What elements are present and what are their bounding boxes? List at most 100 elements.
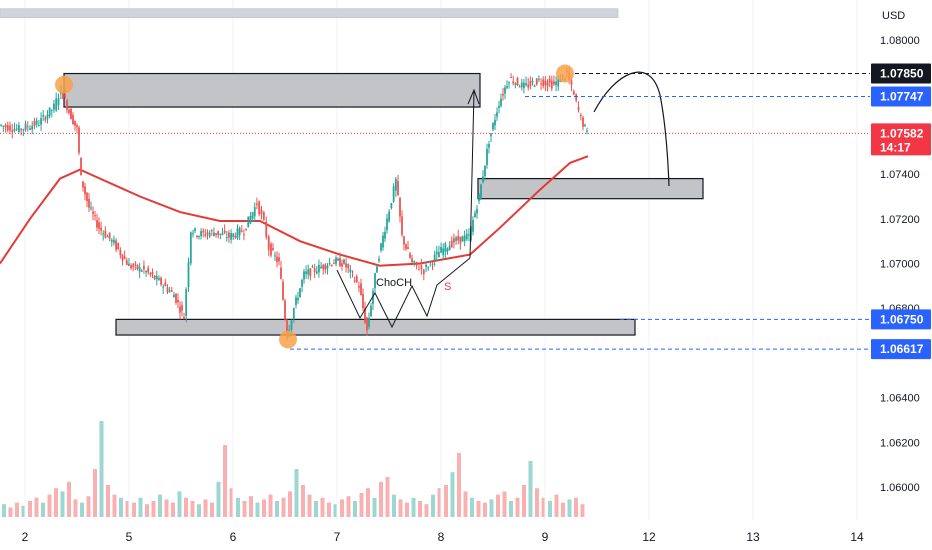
candle-body bbox=[208, 232, 211, 237]
candle-body bbox=[102, 233, 105, 235]
supply-zone bbox=[63, 72, 481, 108]
volume-bar bbox=[132, 502, 136, 517]
candle-body bbox=[307, 269, 310, 275]
candle-body bbox=[84, 186, 86, 195]
candle-body bbox=[341, 263, 343, 267]
candle-body bbox=[202, 230, 205, 233]
candle-body bbox=[429, 261, 432, 263]
candle-body bbox=[151, 272, 154, 275]
candle-body bbox=[490, 133, 492, 137]
choch-zigzag bbox=[336, 257, 471, 329]
candle-body bbox=[486, 149, 488, 165]
candle-body bbox=[22, 129, 25, 131]
candle-body bbox=[68, 109, 70, 113]
candle-body bbox=[31, 125, 34, 130]
candle-body bbox=[48, 107, 51, 116]
volume-bar bbox=[411, 497, 416, 517]
x-tick-label: 14 bbox=[850, 530, 864, 544]
candle-body bbox=[297, 297, 299, 301]
candle-body bbox=[121, 254, 124, 261]
candle-body bbox=[453, 238, 455, 243]
x-tick-label: 7 bbox=[334, 530, 341, 544]
candle-body bbox=[128, 263, 130, 266]
volume-bar bbox=[437, 488, 442, 517]
projection-line bbox=[469, 91, 475, 259]
candle-body bbox=[546, 82, 549, 87]
candle-body bbox=[520, 82, 523, 88]
candle-body bbox=[472, 219, 474, 232]
candle-body bbox=[555, 81, 557, 86]
candle-body bbox=[72, 114, 74, 125]
candle-body bbox=[498, 106, 500, 109]
candle-body bbox=[50, 109, 53, 111]
volume-bar bbox=[463, 491, 468, 517]
candle-body bbox=[535, 78, 538, 85]
candle-body bbox=[299, 288, 301, 298]
candle-body bbox=[228, 232, 230, 238]
candle-body bbox=[431, 263, 434, 265]
candle-body bbox=[370, 305, 372, 317]
candle-body bbox=[206, 232, 209, 234]
candle-body bbox=[15, 128, 18, 130]
volume-bar bbox=[15, 502, 19, 517]
candle-body bbox=[4, 125, 7, 128]
volume-bar bbox=[138, 497, 143, 517]
volume-bar bbox=[151, 501, 156, 517]
volume-bar bbox=[86, 496, 91, 517]
candle-body bbox=[113, 239, 115, 243]
volume-bar bbox=[255, 502, 260, 517]
volume-bar bbox=[496, 494, 500, 517]
candle-body bbox=[435, 251, 438, 255]
x-tick-label: 6 bbox=[230, 530, 237, 544]
candle-body bbox=[82, 181, 84, 188]
candle-body bbox=[177, 299, 179, 303]
candle-body bbox=[422, 269, 425, 275]
candle-body bbox=[117, 243, 120, 250]
candle-body bbox=[382, 235, 384, 248]
candle-body bbox=[94, 215, 96, 217]
candle-body bbox=[160, 277, 162, 285]
candle-body bbox=[194, 228, 196, 231]
candle-body bbox=[55, 98, 58, 111]
volume-bar bbox=[21, 505, 26, 517]
volume-bar bbox=[424, 504, 429, 517]
candle-body bbox=[529, 81, 532, 86]
candle-body bbox=[37, 125, 40, 127]
candle-body bbox=[322, 264, 325, 270]
candle-body bbox=[33, 120, 36, 126]
candle-body bbox=[494, 119, 496, 126]
candle-body bbox=[468, 234, 470, 236]
candle-body bbox=[407, 247, 409, 250]
candle-body bbox=[240, 230, 243, 232]
volume-bar bbox=[470, 497, 474, 517]
y-tick-label: 1.06400 bbox=[880, 393, 920, 405]
axes: USD 1.080001.074001.072001.070001.068001… bbox=[22, 10, 920, 544]
candle-body bbox=[557, 78, 560, 87]
candle-body bbox=[311, 266, 314, 268]
candle-body bbox=[584, 124, 586, 126]
candle-body bbox=[158, 278, 160, 281]
candle-body bbox=[301, 279, 303, 287]
volume-bar bbox=[457, 453, 461, 517]
candle-body bbox=[88, 198, 90, 208]
volume-bar bbox=[489, 499, 494, 517]
candle-body bbox=[392, 186, 395, 202]
volume-bar bbox=[483, 502, 487, 517]
x-tick-label: 12 bbox=[642, 530, 656, 544]
y-tick-label: 1.07400 bbox=[880, 169, 920, 181]
candle-body bbox=[339, 257, 341, 267]
volume-bar bbox=[379, 481, 383, 517]
volume-bar bbox=[177, 491, 182, 517]
candle-body bbox=[518, 86, 521, 88]
candle-body bbox=[478, 193, 480, 201]
candle-body bbox=[500, 98, 502, 106]
candle-body bbox=[446, 248, 449, 252]
candle-body bbox=[98, 222, 100, 229]
candle-body bbox=[187, 262, 190, 288]
volume-bar bbox=[93, 469, 97, 517]
candle-body bbox=[53, 103, 55, 110]
volume-bar bbox=[567, 499, 572, 517]
volume-bar bbox=[502, 491, 507, 517]
candle-body bbox=[272, 248, 274, 250]
